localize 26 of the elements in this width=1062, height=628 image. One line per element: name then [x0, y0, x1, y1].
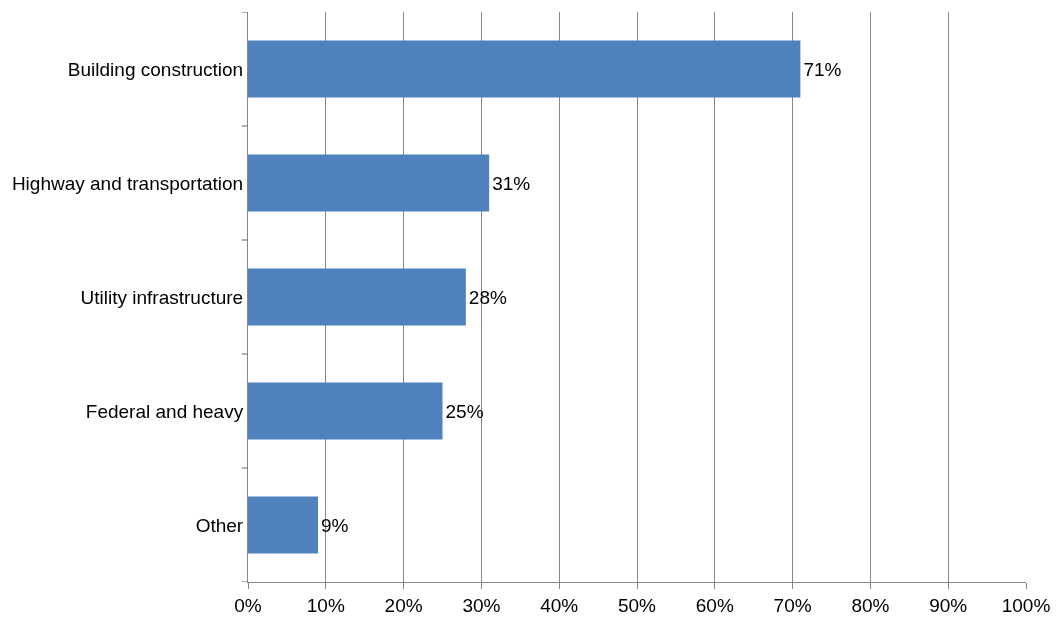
- bar: [248, 154, 490, 212]
- y-tick-label: Building construction: [67, 58, 244, 80]
- x-tick-label: 10%: [306, 594, 345, 616]
- x-tick-label: 40%: [540, 594, 579, 616]
- data-label: 25%: [445, 400, 484, 422]
- bar: [248, 496, 319, 554]
- data-label: 31%: [492, 172, 531, 194]
- x-tick-label: 90%: [929, 594, 968, 616]
- x-tick-label: 20%: [384, 594, 423, 616]
- y-tick-label: Other: [195, 514, 244, 536]
- x-tick-label: 0%: [234, 594, 262, 616]
- bar: [248, 40, 801, 98]
- data-label: 28%: [468, 286, 507, 308]
- x-tick-label: 60%: [695, 594, 734, 616]
- data-label: 9%: [321, 514, 349, 536]
- x-tick-label: 50%: [617, 594, 657, 616]
- x-tick-label: 100%: [1001, 594, 1051, 616]
- x-tick-label: 70%: [773, 594, 812, 616]
- bar: [248, 268, 466, 326]
- x-tick-label: 80%: [851, 594, 890, 616]
- data-label: 71%: [803, 58, 842, 80]
- y-tick-label: Highway and transportation: [11, 172, 244, 194]
- bar: [248, 382, 443, 440]
- y-tick-label: Federal and heavy: [85, 400, 244, 422]
- x-tick-label: 30%: [462, 594, 501, 616]
- y-tick-label: Utility infrastructure: [80, 286, 244, 308]
